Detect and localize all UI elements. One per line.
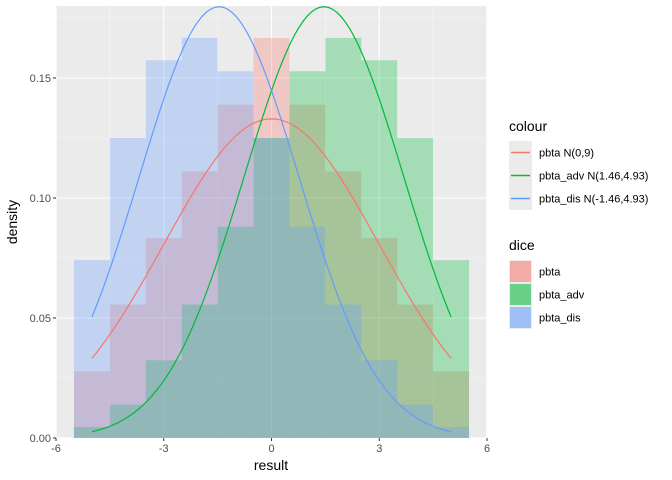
histogram-bar: [73, 371, 110, 438]
histogram-bar: [253, 138, 290, 438]
histogram-bar: [73, 260, 110, 438]
x-axis: -6 -3 0 3 6: [51, 438, 490, 455]
legend-title: colour: [509, 118, 547, 134]
y-tick-label: 0.00: [30, 433, 51, 445]
legend-colour: colour pbta N(0,9) pbta_adv N(1.46,4.93) pb…: [509, 118, 648, 210]
histogram-bar: [145, 60, 182, 439]
histogram-bar: [325, 37, 362, 439]
histogram-bar: [73, 426, 110, 438]
histogram-bar: [397, 138, 434, 438]
histogram-bar: [361, 238, 398, 438]
legend-fill-key: [510, 261, 531, 282]
histogram-bar: [181, 171, 218, 439]
histogram-bar: [253, 138, 290, 438]
histogram-pbta: [73, 37, 470, 439]
legend-dice: dice pbta pbta_adv pbta_dis: [509, 237, 585, 329]
x-tick-label: 6: [484, 443, 490, 455]
plot-panel: [55, 6, 488, 439]
histogram-bar: [109, 304, 146, 438]
x-tick-label: 3: [376, 443, 382, 455]
histogram-bar: [289, 226, 326, 438]
histogram-bar: [217, 71, 254, 438]
legend-label: pbta N(0,9): [539, 148, 594, 160]
histogram-pbta_dis: [73, 37, 470, 439]
y-axis-title: density: [4, 200, 20, 244]
histogram-bar: [325, 304, 362, 438]
legend-label: pbta: [539, 267, 561, 279]
curve-pbta N(0,9): [91, 118, 452, 359]
histogram-bar: [361, 360, 398, 438]
y-tick-label: 0.15: [30, 73, 51, 85]
x-tick-label: -6: [51, 443, 61, 455]
histogram-bar: [217, 226, 254, 438]
histogram-bar: [181, 304, 218, 438]
histogram-bar: [289, 71, 326, 438]
histogram-bar: [433, 371, 470, 438]
y-tick-label: 0.10: [30, 193, 51, 205]
legend-label: pbta_dis N(-1.46,4.93): [539, 194, 648, 206]
histogram-bar: [397, 304, 434, 438]
y-tick-label: 0.05: [30, 313, 51, 325]
x-tick-label: -3: [159, 443, 169, 455]
histogram-bar: [181, 37, 218, 439]
x-tick-label: 0: [268, 443, 274, 455]
legend-label: pbta_dis: [539, 313, 581, 325]
histogram-bar: [433, 260, 470, 438]
histogram-bar: [253, 37, 290, 439]
legend-label: pbta_adv: [539, 290, 585, 302]
histogram-bar: [433, 426, 470, 438]
legend-label: pbta_adv N(1.46,4.93): [539, 171, 648, 183]
histogram-bar: [325, 171, 362, 439]
histogram-bar: [145, 238, 182, 438]
x-axis-title: result: [254, 457, 288, 473]
legends: colour pbta N(0,9) pbta_adv N(1.46,4.93) pb…: [509, 118, 648, 329]
histogram-bar: [289, 104, 326, 438]
histogram-bar: [145, 360, 182, 438]
y-axis: 0.00 0.05 0.10 0.15: [30, 73, 56, 445]
histogram-pbta_adv: [73, 37, 470, 439]
histogram-bar: [217, 104, 254, 438]
histogram-bar: [109, 404, 146, 438]
legend-fill-key: [510, 284, 531, 305]
histogram-bar: [361, 60, 398, 439]
legend-title: dice: [509, 237, 535, 253]
curve-pbta_dis N(-1.46,4.93): [91, 6, 452, 433]
histogram-bar: [109, 138, 146, 438]
legend-fill-key: [510, 307, 531, 328]
histogram-bar: [397, 404, 434, 438]
